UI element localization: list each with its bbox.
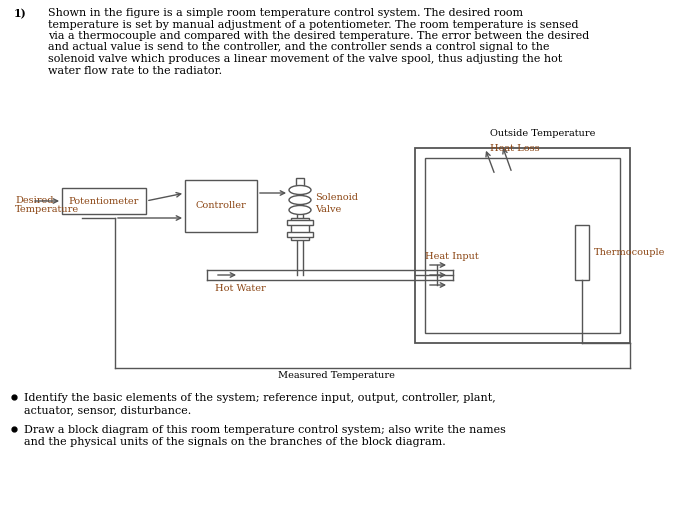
- Text: Controller: Controller: [196, 201, 246, 210]
- Text: Solenoid: Solenoid: [315, 194, 358, 202]
- Bar: [425, 158, 620, 333]
- Bar: [291, 218, 309, 240]
- Text: and the physical units of the signals on the branches of the block diagram.: and the physical units of the signals on…: [24, 437, 446, 447]
- Text: Heat Input: Heat Input: [425, 252, 479, 261]
- Bar: [287, 232, 313, 237]
- Ellipse shape: [289, 206, 311, 214]
- Text: Identify the basic elements of the system; reference input, output, controller, : Identify the basic elements of the syste…: [24, 393, 496, 403]
- Ellipse shape: [289, 196, 311, 204]
- Text: solenoid valve which produces a linear movement of the valve spool, thus adjusti: solenoid valve which produces a linear m…: [48, 54, 562, 64]
- Bar: [296, 178, 304, 186]
- Text: Draw a block diagram of this room temperature control system; also write the nam: Draw a block diagram of this room temper…: [24, 425, 506, 435]
- Text: actuator, sensor, disturbance.: actuator, sensor, disturbance.: [24, 405, 191, 415]
- Bar: [415, 148, 630, 343]
- Text: Temperature: Temperature: [15, 205, 79, 214]
- Bar: [575, 225, 589, 280]
- Text: Desired: Desired: [15, 196, 53, 205]
- Text: Potentiometer: Potentiometer: [69, 197, 139, 206]
- Text: Hot Water: Hot Water: [215, 284, 266, 293]
- Text: water flow rate to the radiator.: water flow rate to the radiator.: [48, 65, 222, 75]
- Text: Shown in the figure is a simple room temperature control system. The desired roo: Shown in the figure is a simple room tem…: [48, 8, 523, 18]
- Bar: [287, 220, 313, 225]
- Bar: [62, 188, 146, 214]
- Text: Outside Temperature: Outside Temperature: [490, 129, 596, 138]
- Bar: [185, 180, 257, 232]
- Text: 1): 1): [14, 8, 27, 19]
- Text: Heat Loss: Heat Loss: [490, 144, 540, 153]
- Text: Measured Temperature: Measured Temperature: [277, 371, 394, 380]
- Text: and actual value is send to the controller, and the controller sends a control s: and actual value is send to the controll…: [48, 42, 549, 52]
- Ellipse shape: [289, 186, 311, 195]
- Text: Thermocouple: Thermocouple: [594, 248, 666, 257]
- Text: Valve: Valve: [315, 206, 341, 214]
- Text: temperature is set by manual adjustment of a potentiometer. The room temperature: temperature is set by manual adjustment …: [48, 19, 579, 29]
- Text: via a thermocouple and compared with the desired temperature. The error between : via a thermocouple and compared with the…: [48, 31, 590, 41]
